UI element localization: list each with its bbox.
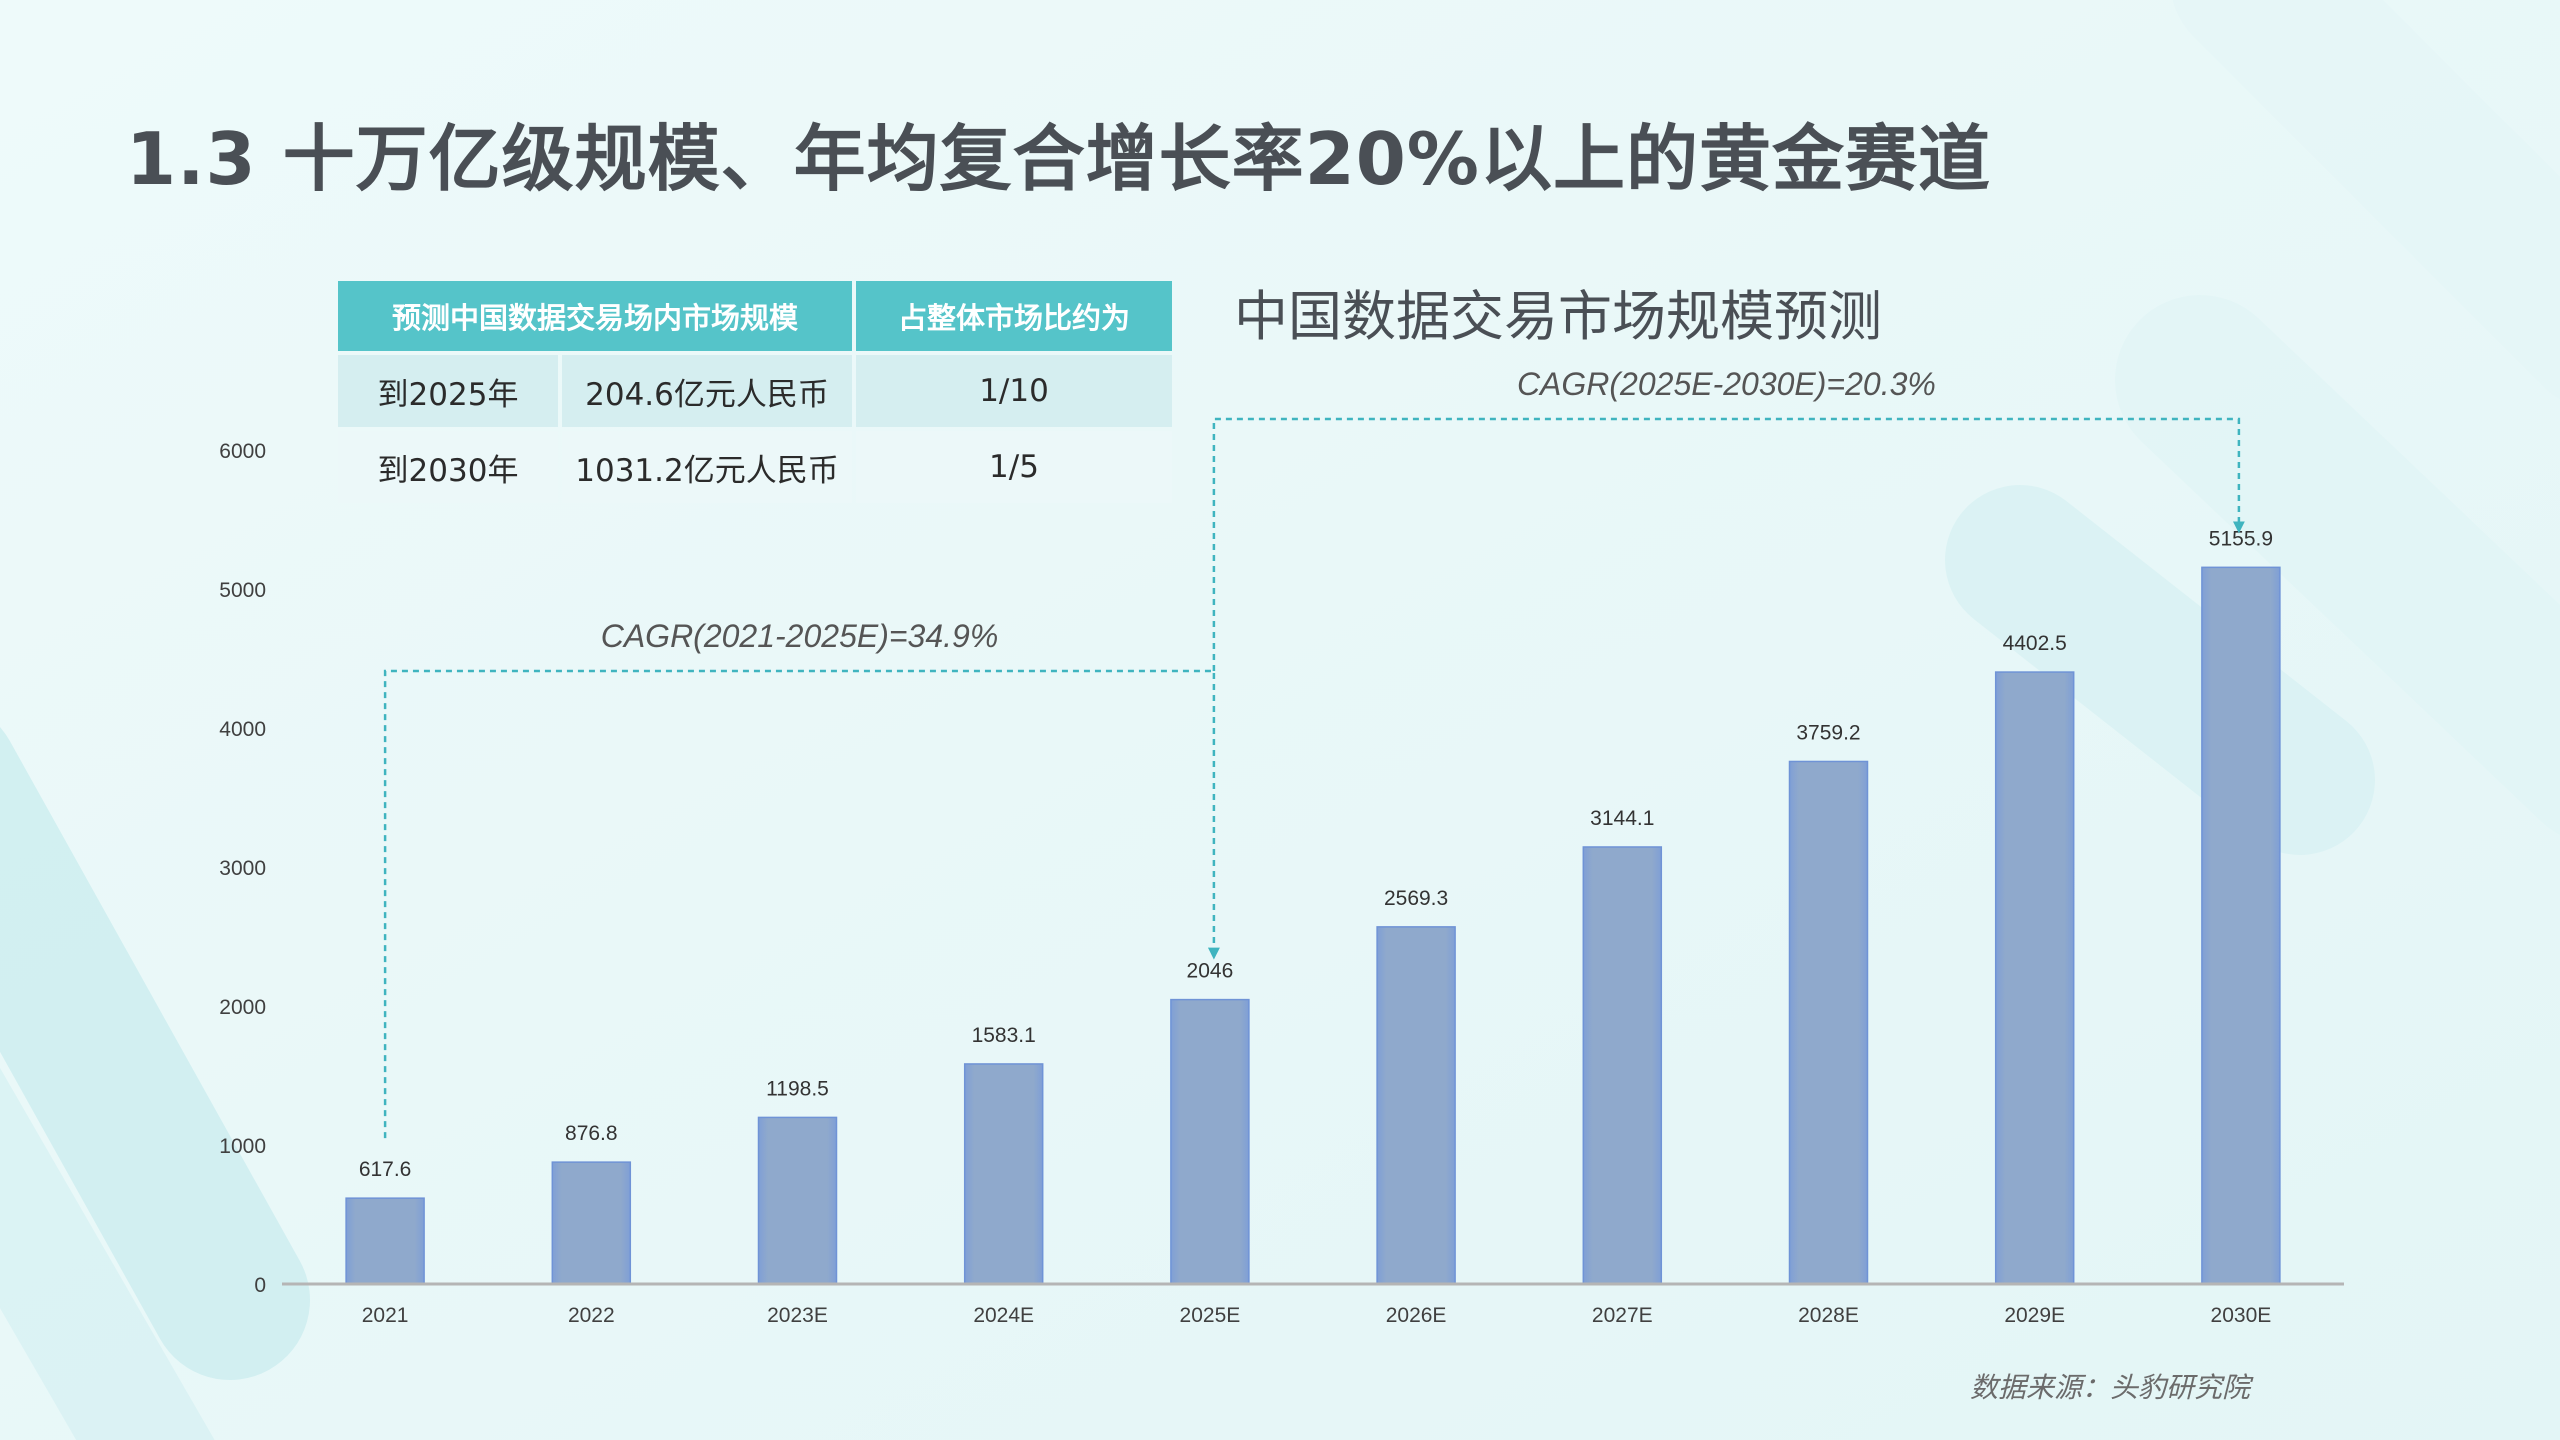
y-tick-label: 3000 (219, 857, 266, 880)
data-label: 3759.2 (1796, 721, 1860, 744)
x-tick-label: 2026E (1386, 1304, 1447, 1327)
bar-2027E (1582, 846, 1663, 1285)
y-tick-label: 0 (254, 1274, 266, 1297)
table-cell-share: 1/10 (856, 355, 1172, 427)
bar-2025E (1170, 998, 1250, 1285)
y-tick-label: 4000 (219, 718, 266, 741)
chart-title: 中国数据交易市场规模预测 (1234, 285, 1882, 348)
y-tick-label: 5000 (219, 579, 266, 602)
bar-2030E (2201, 566, 2281, 1285)
cagr-connector-arrow (1212, 417, 2245, 671)
data-source-note: 数据来源：头豹研究院 (1970, 1371, 2251, 1404)
x-tick-label: 2021 (362, 1304, 409, 1327)
page-title: 1.3 十万亿级规模、年均复合增长率20%以上的黄金赛道 (126, 117, 1991, 201)
bar-2022 (551, 1161, 632, 1285)
x-tick-label: 2025E (1180, 1304, 1241, 1327)
bar-2029E (1994, 671, 2075, 1285)
table-row: 到2030年 1031.2亿元人民币 1/5 (338, 431, 1172, 503)
table-header-market-size: 预测中国数据交易场内市场规模 (338, 281, 852, 351)
data-label: 876.8 (565, 1122, 618, 1145)
table-row: 到2025年 204.6亿元人民币 1/10 (338, 355, 1172, 427)
data-label: 1583.1 (972, 1024, 1036, 1047)
x-tick-label: 2030E (2211, 1304, 2272, 1327)
y-tick-label: 1000 (219, 1135, 266, 1158)
data-label: 4402.5 (2003, 632, 2067, 655)
cagr-connector-arrow (383, 669, 1220, 1139)
x-tick-label: 2024E (973, 1304, 1034, 1327)
x-tick-label: 2029E (2004, 1304, 2065, 1327)
data-label: 2046 (1187, 960, 1234, 983)
bar-2026E (1376, 926, 1456, 1285)
table-header-market-share: 占整体市场比约为 (856, 281, 1172, 351)
table-cell-value: 1031.2亿元人民币 (562, 431, 852, 503)
bar-2023E (757, 1116, 838, 1285)
data-label: 2569.3 (1384, 887, 1448, 910)
x-tick-label: 2028E (1798, 1304, 1859, 1327)
y-tick-label: 2000 (219, 996, 266, 1019)
bar-2021 (345, 1197, 425, 1285)
data-label: 3144.1 (1590, 807, 1654, 830)
bar-2024E (963, 1063, 1044, 1285)
data-label: 1198.5 (766, 1077, 829, 1100)
table-cell-value: 204.6亿元人民币 (562, 355, 852, 427)
cagr-label: CAGR(2021-2025E)=34.9% (601, 618, 999, 654)
bar-2028E (1788, 760, 1869, 1285)
data-label: 617.6 (359, 1158, 412, 1181)
y-tick-label: 6000 (219, 440, 266, 463)
table-cell-year: 到2030年 (338, 431, 558, 503)
summary-table: 预测中国数据交易场内市场规模 占整体市场比约为 到2025年 204.6亿元人民… (334, 277, 1176, 507)
cagr-label: CAGR(2025E-2030E)=20.3% (1517, 366, 1936, 402)
x-tick-label: 2022 (568, 1304, 615, 1327)
table-header-row: 预测中国数据交易场内市场规模 占整体市场比约为 (338, 281, 1172, 351)
x-tick-label: 2023E (767, 1304, 828, 1327)
table-cell-share: 1/5 (856, 431, 1172, 503)
x-tick-label: 2027E (1592, 1304, 1653, 1327)
table-cell-year: 到2025年 (338, 355, 558, 427)
data-label: 5155.9 (2209, 527, 2273, 550)
